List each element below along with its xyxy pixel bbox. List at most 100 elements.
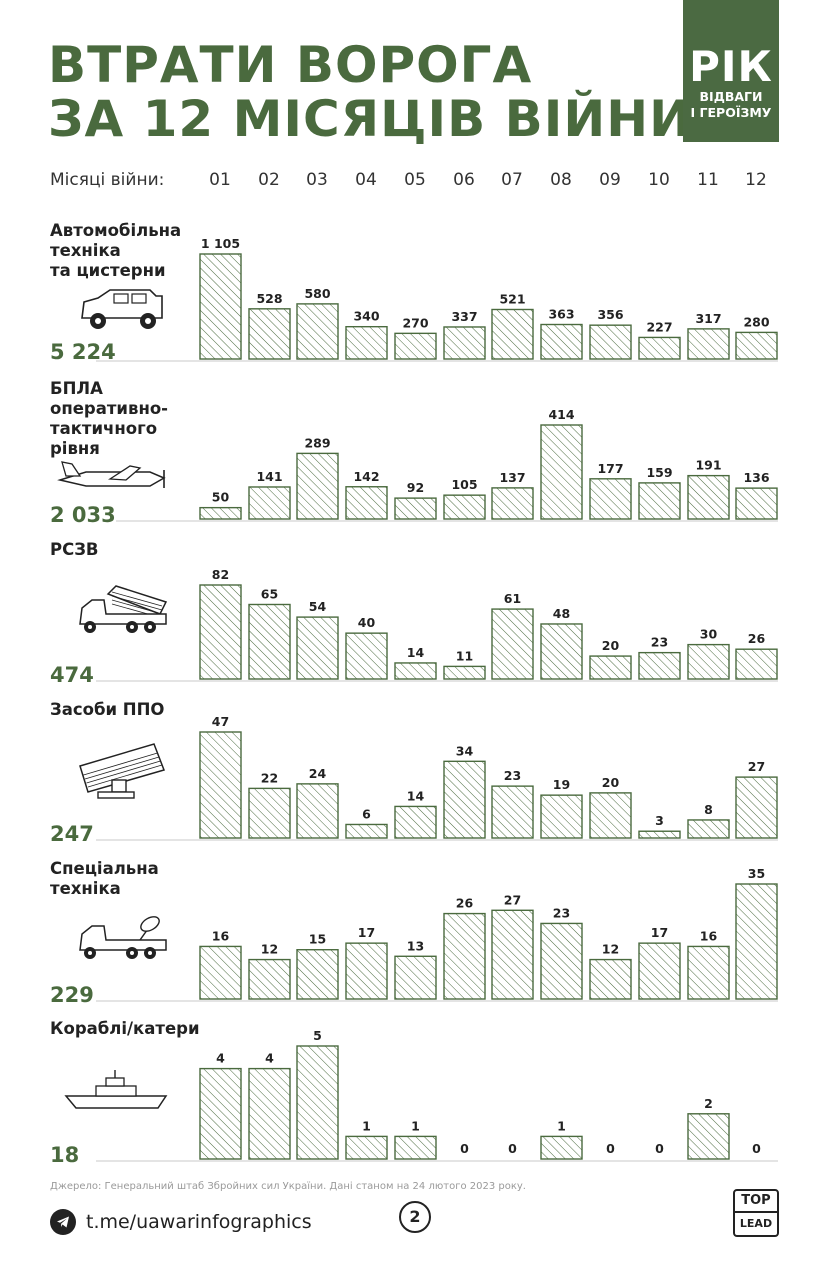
- bar-value-label: 27: [748, 759, 765, 774]
- bar-value-label: 141: [256, 469, 282, 484]
- month-label: 01: [209, 170, 231, 190]
- title-line-2: ЗА 12 МІСЯЦІВ ВІЙНИ: [48, 90, 692, 148]
- month-label: 06: [453, 170, 475, 190]
- page-title: ВТРАТИ ВОРОГА ЗА 12 МІСЯЦІВ ВІЙНИ: [48, 38, 692, 146]
- category-label-line: Засоби ППО: [50, 700, 165, 719]
- bar-value-label: 61: [504, 591, 521, 606]
- bar: [296, 452, 339, 520]
- badge-line-2: І ГЕРОЇЗМУ: [690, 105, 772, 120]
- bar-value-label: 580: [304, 286, 330, 301]
- bar: [248, 958, 291, 1000]
- bar: [491, 608, 534, 680]
- bar-value-label: 137: [499, 470, 525, 485]
- bar: [248, 603, 291, 680]
- bar-value-label: 23: [504, 768, 521, 783]
- category-label-line: оперативно-: [50, 399, 169, 418]
- bar: [296, 783, 339, 839]
- bar: [687, 819, 730, 839]
- bar-value-label: 356: [597, 307, 623, 322]
- jeep-icon: [81, 289, 163, 329]
- bar-value-label: 363: [548, 307, 574, 322]
- bar-value-label: 11: [456, 648, 473, 663]
- bar: [248, 787, 291, 839]
- category-label-line: рівня: [50, 439, 100, 458]
- bar: [687, 328, 730, 360]
- bar: [394, 332, 437, 360]
- bar: [735, 883, 778, 1000]
- bar-value-label: 191: [695, 458, 721, 473]
- category-label-line: РСЗВ: [50, 540, 99, 559]
- special-vehicle-icon: [79, 916, 167, 959]
- bar-value-label: 105: [451, 477, 477, 492]
- bar: [687, 1113, 730, 1160]
- badge-big-text: РІК: [689, 42, 773, 91]
- bar-value-label: 30: [700, 627, 718, 642]
- bar: [296, 1045, 339, 1160]
- category-label: Автомобільна техніка та цистерни: [50, 221, 181, 281]
- category-label-line: Кораблі/катери: [50, 1019, 200, 1038]
- bar-value-label: 159: [646, 465, 672, 480]
- bar-value-label: 15: [309, 932, 326, 947]
- title-line-1: ВТРАТИ ВОРОГА: [48, 36, 533, 94]
- category-total: 474: [50, 663, 94, 687]
- bar: [199, 584, 242, 680]
- bar-value-label: 54: [309, 599, 327, 614]
- bar: [345, 325, 388, 360]
- bar: [491, 909, 534, 1000]
- bar: [345, 823, 388, 839]
- bar: [443, 912, 486, 1000]
- bar-value-label: 8: [704, 802, 713, 817]
- bar: [589, 478, 632, 520]
- months-axis-label: Місяці війни:: [50, 170, 165, 190]
- category-label: РСЗВ: [50, 540, 99, 560]
- bar: [199, 945, 242, 1000]
- category-total: 18: [50, 1143, 80, 1167]
- bar: [345, 632, 388, 680]
- bar: [589, 655, 632, 680]
- category-total: 5 224: [50, 340, 116, 364]
- bar: [394, 805, 437, 839]
- month-label: 10: [648, 170, 670, 190]
- air-defense-icon: [79, 743, 165, 799]
- bar-value-label: 142: [353, 469, 379, 484]
- bar: [345, 942, 388, 1000]
- bar: [491, 308, 534, 360]
- year-badge: РІК ВІДВАГИ І ГЕРОЇЗМУ: [683, 0, 779, 142]
- category-label: Кораблі/катери: [50, 1019, 200, 1039]
- month-label: 11: [697, 170, 719, 190]
- telegram-icon: [50, 1209, 76, 1235]
- bar: [199, 253, 242, 360]
- bar: [540, 794, 583, 839]
- bar-value-label: 19: [553, 777, 570, 792]
- bar-value-label: 0: [460, 1141, 469, 1156]
- bar-value-label: 5: [313, 1028, 322, 1043]
- category-label: Спеціальна техніка: [50, 859, 159, 899]
- bar-value-label: 14: [407, 645, 425, 660]
- bar-value-label: 0: [508, 1141, 517, 1156]
- bar: [443, 665, 486, 680]
- bar: [589, 958, 632, 1000]
- bar-value-label: 6: [362, 806, 371, 821]
- category-label-line: техніка: [50, 879, 121, 898]
- telegram-link[interactable]: t.me/uawarinfographics: [50, 1209, 312, 1235]
- bar-value-label: 1: [557, 1118, 566, 1133]
- month-label: 08: [550, 170, 572, 190]
- bar: [589, 792, 632, 839]
- bar: [394, 955, 437, 1000]
- bar-value-label: 270: [402, 315, 428, 330]
- bar-value-label: 22: [261, 770, 278, 785]
- bar-value-label: 20: [602, 638, 620, 653]
- bar-value-label: 337: [451, 309, 477, 324]
- bar: [443, 760, 486, 839]
- month-label: 04: [355, 170, 377, 190]
- bar-value-label: 136: [743, 470, 769, 485]
- bar: [248, 308, 291, 360]
- page-number: 2: [399, 1201, 431, 1233]
- bar-value-label: 12: [261, 942, 278, 957]
- bar-value-label: 521: [499, 291, 525, 306]
- month-label: 09: [599, 170, 621, 190]
- bar: [589, 324, 632, 360]
- bar: [687, 945, 730, 1000]
- bar-value-label: 65: [261, 586, 278, 601]
